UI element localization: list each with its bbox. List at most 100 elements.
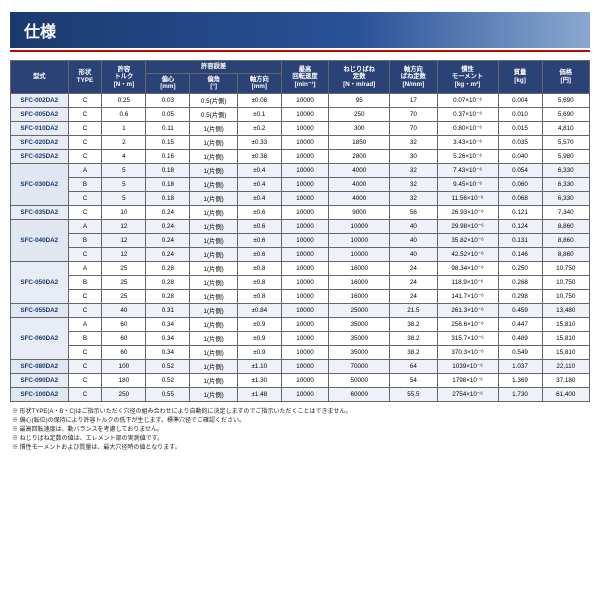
cell: 100 (102, 359, 146, 373)
cell: 9000 (329, 205, 390, 219)
cell: C (68, 205, 102, 219)
cell: 0.18 (146, 191, 190, 205)
cell: A (68, 219, 102, 233)
cell: 0.6 (102, 107, 146, 121)
cell: 25 (102, 289, 146, 303)
cell: 0.035 (498, 135, 542, 149)
cell: 10000 (281, 247, 328, 261)
table-header: 型式 形状TYPE 許容トルク[N・m] 許容誤差 最高回転速度[min⁻¹] … (11, 61, 590, 94)
cell-model: SFC-002DA2 (11, 93, 69, 107)
cell: 1(片側) (190, 317, 237, 331)
cell: 24 (390, 261, 437, 275)
cell: 1(片側) (190, 121, 237, 135)
cell: 16000 (329, 275, 390, 289)
cell: C (68, 359, 102, 373)
cell: 5.26×10⁻⁶ (437, 149, 498, 163)
cell: A (68, 317, 102, 331)
cell: 10,750 (542, 289, 589, 303)
cell: 0.16 (146, 149, 190, 163)
col-torque: 許容トルク[N・m] (102, 61, 146, 94)
cell: 32 (390, 163, 437, 177)
table-row: SFC-002DA2C0.250.030.5(片側)±0.08100009517… (11, 93, 590, 107)
table-row: SFC-040DA2A120.241(片側)±0.610000100004029… (11, 219, 590, 233)
cell: 40 (390, 247, 437, 261)
table-row: C50.181(片側)±0.41000040003211.56×10⁻⁶0.06… (11, 191, 590, 205)
cell: 1.369 (498, 373, 542, 387)
cell: 10000 (281, 303, 328, 317)
cell-model: SFC-030DA2 (11, 163, 69, 205)
cell: 10000 (281, 93, 328, 107)
cell: 10,750 (542, 261, 589, 275)
cell: 8,860 (542, 233, 589, 247)
cell: 6,330 (542, 177, 589, 191)
cell: 0.5(片側) (190, 107, 237, 121)
cell: 0.549 (498, 345, 542, 359)
cell: 38.2 (390, 331, 437, 345)
cell: 70 (390, 107, 437, 121)
table-row: SFC-010DA2C10.111(片側)±0.210000300700.80×… (11, 121, 590, 135)
cell: C (68, 93, 102, 107)
footnote-line: ※ 最高回転速度は、動バランスを考慮しておりません。 (12, 426, 588, 435)
cell: ±0.6 (237, 247, 281, 261)
cell: 10000 (281, 345, 328, 359)
col-type: 形状TYPE (68, 61, 102, 94)
cell: 10000 (281, 387, 328, 401)
cell: 32 (390, 191, 437, 205)
cell-model: SFC-035DA2 (11, 205, 69, 219)
cell: 1 (102, 121, 146, 135)
cell: ±0.9 (237, 345, 281, 359)
cell: 10 (102, 205, 146, 219)
cell: 0.054 (498, 163, 542, 177)
cell: 0.18 (146, 177, 190, 191)
cell: 0.447 (498, 317, 542, 331)
cell: 8,860 (542, 219, 589, 233)
cell: ±0.9 (237, 317, 281, 331)
cell: 2 (102, 135, 146, 149)
cell: 60 (102, 345, 146, 359)
title-underline (10, 50, 590, 52)
cell: C (68, 247, 102, 261)
cell: 0.121 (498, 205, 542, 219)
cell: ±0.8 (237, 261, 281, 275)
cell: 0.124 (498, 219, 542, 233)
cell: B (68, 233, 102, 247)
cell: 1(片側) (190, 233, 237, 247)
cell: 25 (102, 261, 146, 275)
table-row: C250.281(片側)±0.8100001600024141.7×10⁻⁶0.… (11, 289, 590, 303)
cell: 21.5 (390, 303, 437, 317)
cell: 1(片側) (190, 373, 237, 387)
cell: 1(片側) (190, 303, 237, 317)
table-row: SFC-060DA2A600.341(片側)±0.9100003500038.2… (11, 317, 590, 331)
cell: 7,340 (542, 205, 589, 219)
cell: 4 (102, 149, 146, 163)
cell: ±0.38 (237, 149, 281, 163)
cell: A (68, 261, 102, 275)
cell: 22,110 (542, 359, 589, 373)
cell: 10000 (281, 275, 328, 289)
col-axspring: 軸方向ばね定数[N/mm] (390, 61, 437, 94)
cell: 0.03 (146, 93, 190, 107)
cell: 70000 (329, 359, 390, 373)
cell-model: SFC-050DA2 (11, 261, 69, 303)
cell: 0.28 (146, 275, 190, 289)
cell: ±0.4 (237, 191, 281, 205)
cell: 0.459 (498, 303, 542, 317)
cell-model: SFC-025DA2 (11, 149, 69, 163)
cell: 10000 (281, 135, 328, 149)
cell: 4000 (329, 191, 390, 205)
table-row: SFC-050DA2A250.281(片側)±0.810000160002498… (11, 261, 590, 275)
cell: 17 (390, 93, 437, 107)
cell: 0.015 (498, 121, 542, 135)
cell: B (68, 275, 102, 289)
cell: C (68, 191, 102, 205)
cell: ±0.33 (237, 135, 281, 149)
cell: 180 (102, 373, 146, 387)
table-row: SFC-025DA2C40.161(片側)±0.38100002800305.2… (11, 149, 590, 163)
cell: 0.068 (498, 191, 542, 205)
cell: 5,690 (542, 93, 589, 107)
cell: 5,980 (542, 149, 589, 163)
cell: 10000 (281, 219, 328, 233)
cell: 0.131 (498, 233, 542, 247)
cell: 9.45×10⁻⁶ (437, 177, 498, 191)
cell: 40 (390, 233, 437, 247)
